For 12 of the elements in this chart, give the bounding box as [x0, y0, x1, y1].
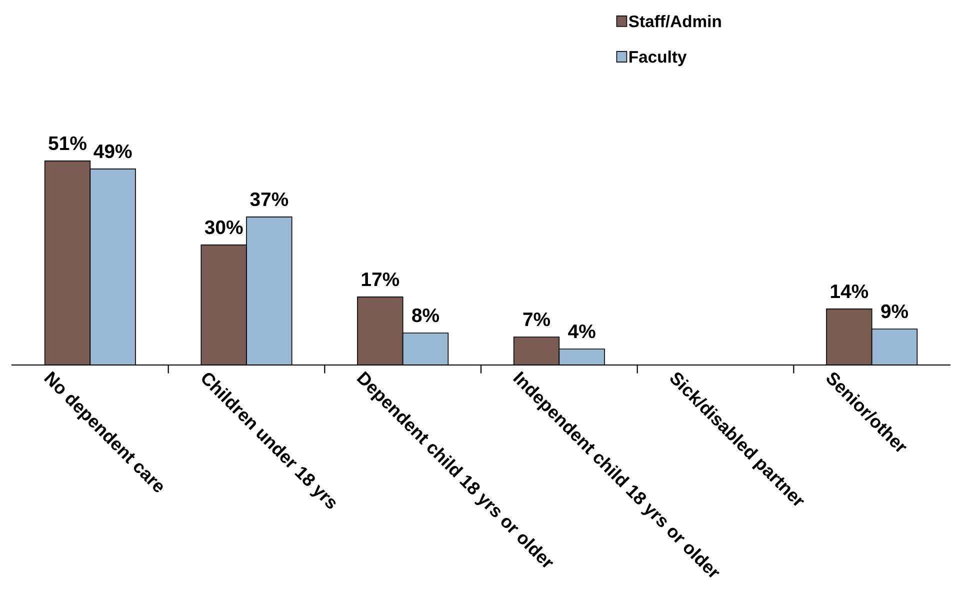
data-label: 7% [523, 312, 550, 326]
legend-label: Faculty [629, 50, 687, 66]
legend-label: Staff/Admin [628, 15, 721, 28]
data-label: 49% [94, 144, 132, 158]
data-label: 4% [568, 324, 596, 338]
data-label: 9% [881, 304, 908, 318]
data-label: 37% [250, 192, 288, 206]
data-label: 8% [412, 308, 440, 322]
data-label: 30% [204, 220, 243, 234]
data-label: 51% [48, 136, 86, 150]
data-label: 14% [830, 284, 868, 298]
data-label: 17% [362, 272, 400, 286]
